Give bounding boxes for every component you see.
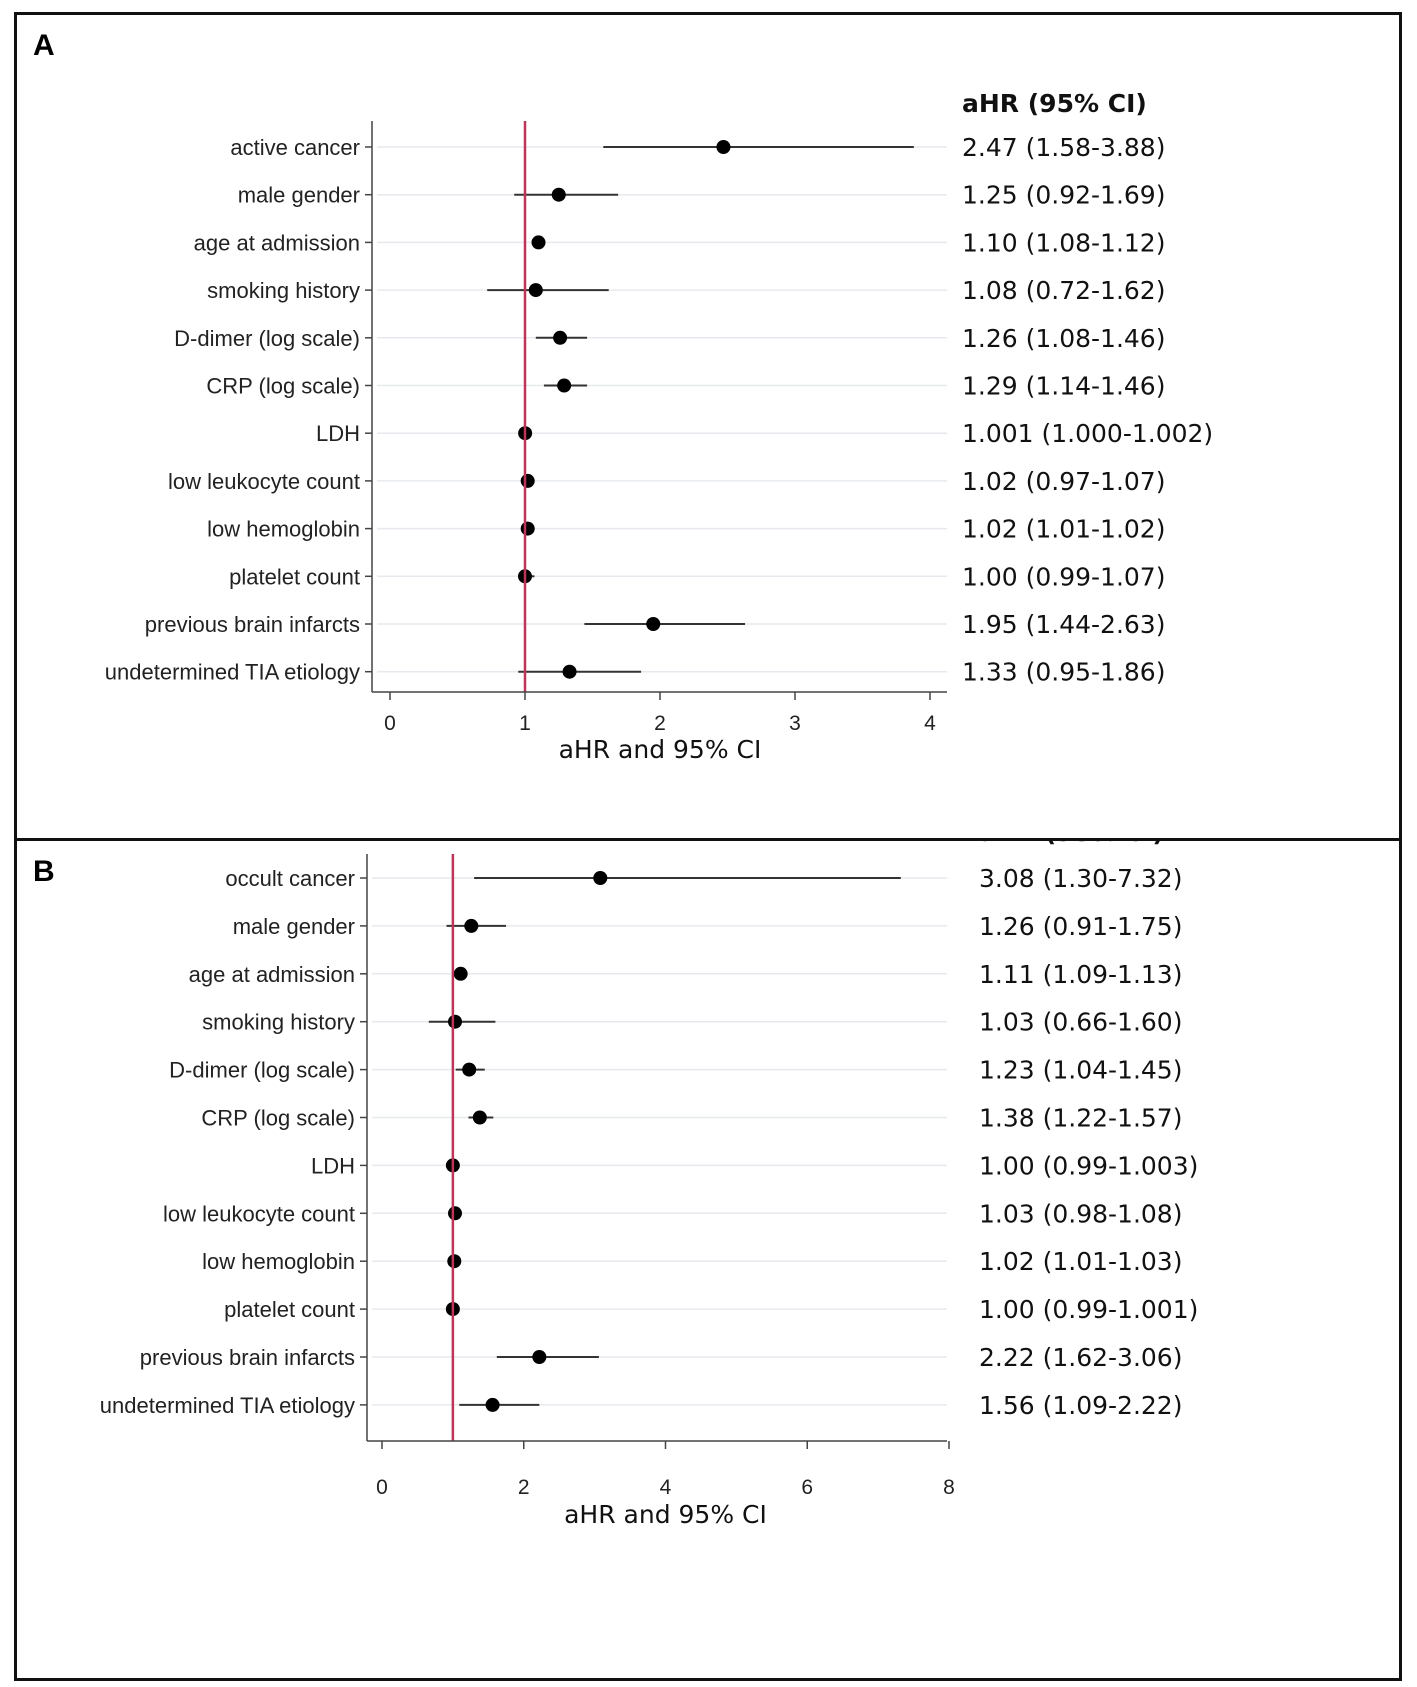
hr-annotation: 1.00 (0.99-1.001)	[979, 1295, 1198, 1324]
x-tick-label: 2	[518, 1476, 530, 1499]
x-tick-label: 2	[654, 712, 666, 735]
panel-a: A aHR (95% CI) active cancer 2.47 (1.58-3.…	[14, 12, 1402, 844]
x-tick-label: 4	[660, 1476, 672, 1499]
hr-annotation: 2.47 (1.58-3.88)	[962, 133, 1165, 162]
hr-annotation: 1.08 (0.72-1.62)	[962, 276, 1165, 305]
hr-annotation: 1.00 (0.99-1.003)	[979, 1151, 1198, 1180]
hr-point	[531, 235, 546, 250]
row-label: low hemoglobin	[207, 517, 360, 542]
hr-point	[557, 378, 572, 393]
x-tick-label: 6	[801, 1476, 813, 1499]
hr-annotation: 1.02 (0.97-1.07)	[962, 467, 1165, 496]
hr-point	[553, 330, 568, 345]
row-label: smoking history	[202, 1010, 355, 1035]
x-tick-label: 0	[376, 1476, 388, 1499]
row-label: undetermined TIA etiology	[105, 660, 360, 685]
row-label: D-dimer (log scale)	[169, 1058, 355, 1083]
hr-annotation: 1.26 (0.91-1.75)	[979, 912, 1182, 941]
row-label: smoking history	[207, 278, 360, 303]
hr-point	[448, 1206, 463, 1221]
forest-plot-a: aHR (95% CI) active cancer 2.47 (1.58-3.88…	[105, 89, 1213, 764]
x-axis-label: aHR and 95% CI	[559, 735, 762, 764]
row-label: active cancer	[230, 135, 360, 160]
row-label: LDH	[311, 1153, 355, 1178]
x-axis-label: aHR and 95% CI	[564, 1500, 767, 1529]
hr-annotation: 2.22 (1.62-3.06)	[979, 1343, 1182, 1372]
hr-point	[562, 664, 577, 679]
hr-annotation: 1.02 (1.01-1.03)	[979, 1247, 1182, 1276]
row-label: previous brain infarcts	[145, 612, 360, 637]
row-label: male gender	[238, 183, 360, 208]
annotation-header: aHR (95% CI)	[962, 89, 1147, 118]
hr-annotation: 1.29 (1.14-1.46)	[962, 372, 1165, 401]
hr-point	[520, 473, 535, 488]
x-tick-label: 8	[943, 1476, 955, 1499]
hr-annotation: 1.23 (1.04-1.45)	[979, 1056, 1182, 1085]
row-label: previous brain infarcts	[140, 1345, 355, 1370]
hr-annotation: 1.26 (1.08-1.46)	[962, 324, 1165, 353]
hr-point	[448, 1014, 463, 1029]
hr-annotation: 1.95 (1.44-2.63)	[962, 610, 1165, 639]
hr-point	[520, 521, 535, 536]
x-tick-label: 4	[924, 712, 936, 735]
row-label: platelet count	[224, 1297, 355, 1322]
hr-point	[464, 918, 479, 933]
row-label: D-dimer (log scale)	[174, 326, 360, 351]
row-label: platelet count	[229, 564, 360, 589]
row-label: low leukocyte count	[163, 1201, 355, 1226]
row-label: undetermined TIA etiology	[100, 1393, 355, 1418]
row-label: age at admission	[189, 962, 355, 987]
hr-point	[485, 1397, 500, 1412]
hr-point	[646, 617, 661, 631]
hr-annotation: 1.02 (1.01-1.02)	[962, 515, 1165, 544]
hr-point	[532, 1350, 547, 1364]
row-label: CRP (log scale)	[206, 374, 360, 399]
x-tick-label: 0	[384, 712, 396, 735]
hr-point	[447, 1254, 462, 1269]
hr-point	[462, 1062, 477, 1077]
hr-annotation: 1.11 (1.09-1.13)	[979, 960, 1182, 989]
row-label: low hemoglobin	[202, 1249, 355, 1274]
row-label: CRP (log scale)	[201, 1106, 355, 1131]
hr-annotation: 1.33 (0.95-1.86)	[962, 658, 1165, 687]
hr-point	[716, 140, 731, 154]
forest-plot-b: aHR (95% CI) occult cancer 3.08 (1.30-7.32…	[100, 841, 1199, 1529]
panel-b: B aHR (95% CI) occult cancer 3.08 (1.30-7.…	[14, 838, 1402, 1681]
row-label: low leukocyte count	[168, 469, 360, 494]
hr-annotation: 3.08 (1.30-7.32)	[979, 864, 1182, 893]
panel-label: A	[33, 29, 55, 62]
row-label: male gender	[233, 914, 355, 939]
hr-annotation: 1.03 (0.66-1.60)	[979, 1008, 1182, 1037]
hr-point	[593, 871, 608, 885]
row-label: occult cancer	[225, 866, 355, 891]
panel-label: B	[33, 855, 55, 888]
hr-point	[472, 1110, 487, 1125]
x-tick-label: 1	[519, 712, 531, 735]
row-label: age at admission	[194, 230, 360, 255]
hr-annotation: 1.00 (0.99-1.07)	[962, 562, 1165, 591]
hr-point	[453, 966, 468, 981]
annotation-header: aHR (95% CI)	[979, 841, 1164, 847]
hr-annotation: 1.001 (1.000-1.002)	[962, 419, 1213, 448]
hr-point	[551, 187, 566, 202]
hr-annotation: 1.10 (1.08-1.12)	[962, 228, 1165, 257]
hr-annotation: 1.38 (1.22-1.57)	[979, 1104, 1182, 1133]
x-tick-label: 3	[789, 712, 801, 735]
hr-annotation: 1.56 (1.09-2.22)	[979, 1391, 1182, 1420]
hr-point	[528, 283, 543, 298]
hr-annotation: 1.25 (0.92-1.69)	[962, 181, 1165, 210]
hr-annotation: 1.03 (0.98-1.08)	[979, 1199, 1182, 1228]
row-label: LDH	[316, 421, 360, 446]
